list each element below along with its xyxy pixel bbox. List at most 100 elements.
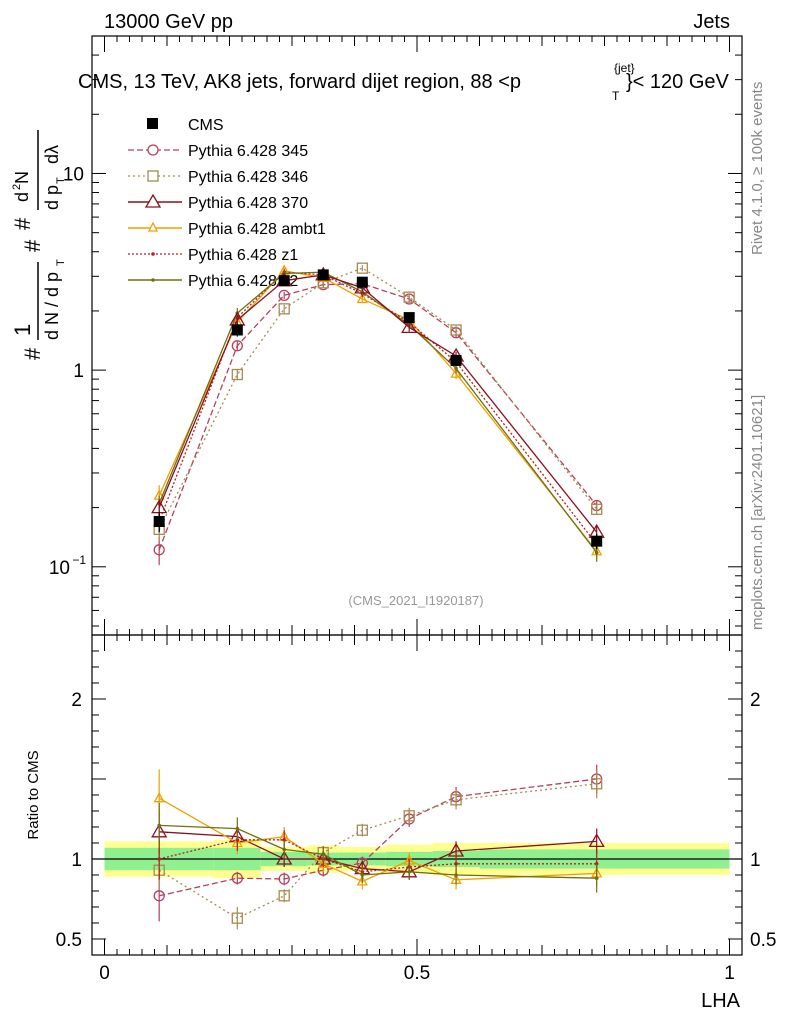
legend-label-345: Pythia 6.428 345: [188, 143, 308, 160]
legend-label-ambt1: Pythia 6.428 ambt1: [188, 221, 326, 238]
main-y-axis-label: # 1 d N / d p T # # d 2 N d p T dλ: [10, 130, 67, 360]
main-line-ambt1: [158, 270, 598, 552]
y-label-hash-3: #: [10, 217, 35, 230]
main-y-tick-label-2: 10: [63, 164, 84, 185]
legend-marker-z1: [151, 252, 155, 256]
x-axis-label: LHA: [701, 990, 741, 1012]
main-point-cms-0: [153, 515, 165, 527]
legend-marker-346: [147, 170, 159, 182]
y-label-t-sub-1: T: [55, 259, 67, 266]
main-point-cms-4: [356, 276, 368, 288]
ratio-line-z1: [159, 839, 597, 873]
main-y-tick-label-1: 1: [73, 361, 84, 382]
x-tick-label-0: 0: [99, 963, 110, 984]
ratio-point-z2-2: [282, 847, 286, 852]
y-label-t-sub-2: T: [55, 177, 67, 184]
legend: CMS Pythia 6.428 345 Pythia 6.428 346 Py…: [128, 117, 326, 290]
plot-title-subscript: T: [612, 89, 620, 103]
ratio-point-z2-6: [454, 873, 458, 877]
main-point-cms-7: [591, 535, 603, 547]
legend-entry-345: Pythia 6.428 345: [128, 143, 308, 160]
ratio-line-z2: [159, 824, 597, 879]
ratio-point-ambt1-3: [317, 857, 329, 868]
y-label-one: 1: [10, 324, 35, 336]
main-point-p346-6: [450, 324, 462, 336]
ratio-y-tick-label-left-2: 2: [71, 690, 82, 711]
main-panel-data: [151, 262, 605, 566]
ratio-point-z2-3: [321, 852, 326, 856]
y-label-hash-1: #: [20, 347, 45, 360]
ratio-y-tick-label-right-0: 0.5: [750, 930, 776, 951]
ratio-series-z2: [157, 803, 599, 893]
legend-entry-z1: Pythia 6.428 z1: [128, 247, 298, 264]
ratio-line-p345: [159, 778, 597, 897]
main-series-p370: [151, 266, 605, 540]
legend-entry-346: Pythia 6.428 346: [128, 169, 308, 186]
ratio-panel-data: [151, 764, 605, 930]
ratio-panel-frame: [91, 634, 743, 956]
main-point-z2-6: [454, 366, 458, 371]
main-point-cms-1: [231, 324, 243, 336]
main-y-tick-exponent-0: −1: [72, 553, 86, 567]
legend-marker-cms: [147, 118, 158, 129]
ratio-point-p345-2: [278, 873, 290, 885]
ratio-y-tick-label-left-1: 1: [71, 850, 82, 871]
ratio-point-z1-6: [454, 862, 458, 866]
main-point-p370-5: [401, 319, 418, 334]
main-point-p345-1: [231, 340, 243, 352]
ratio-point-p370-2: [276, 850, 293, 865]
main-point-p346-2: [278, 303, 290, 315]
main-point-p346-4: [356, 262, 368, 274]
y-label-d2n: d: [12, 192, 32, 202]
main-point-cms-6: [450, 354, 462, 366]
ratio-point-z1-0: [157, 857, 161, 861]
y-label-n: N: [12, 171, 32, 184]
ratio-point-p345-1: [231, 872, 243, 884]
main-point-z2-7: [594, 550, 599, 555]
ratio-y-axis-label: Ratio to CMS: [25, 750, 42, 839]
ratio-point-z2-5: [407, 870, 411, 874]
y-label-sup-2: 2: [11, 184, 23, 190]
ratio-y-tick-label-right-1: 1: [750, 850, 761, 871]
ratio-point-ambt1-4: [356, 875, 368, 886]
main-line-z2: [158, 271, 598, 554]
main-point-p346-1: [231, 368, 243, 381]
main-point-ambt1-4: [356, 292, 368, 304]
main-point-cms-3: [317, 269, 329, 281]
ratio-point-z2-0: [157, 823, 161, 828]
main-line-p370: [158, 274, 598, 533]
legend-entry-ambt1: Pythia 6.428 ambt1: [128, 221, 326, 238]
y-label-hash-2: #: [20, 239, 45, 252]
main-point-p345-2: [278, 289, 290, 302]
y-label-dlambda: dλ: [42, 145, 62, 164]
main-series-cms: [153, 269, 603, 550]
legend-marker-370: [144, 193, 162, 208]
main-series-ambt1: [153, 264, 603, 561]
rivet-version-label: Rivet 4.1.0, ≥ 100k events: [749, 82, 766, 255]
x-tick-label-2: 1: [724, 963, 735, 984]
main-series-p345: [153, 278, 603, 566]
ratio-point-p346-6: [450, 794, 462, 806]
legend-label-370: Pythia 6.428 370: [188, 195, 308, 212]
legend-label-z1: Pythia 6.428 z1: [188, 247, 298, 264]
legend-label-346: Pythia 6.428 346: [188, 169, 308, 186]
ratio-point-p346-5: [403, 810, 415, 822]
main-line-p345: [158, 283, 598, 551]
plot-title-superscript: {jet}: [614, 61, 635, 75]
main-line-p346: [158, 267, 598, 530]
mcplots-label: mcplots.cern.ch [arXiv:2401.10621]: [749, 395, 766, 630]
main-point-cms-5: [403, 312, 415, 324]
main-series-p346: [153, 262, 603, 542]
main-point-cms-2: [278, 275, 290, 287]
legend-entry-z2: Pythia 6.428 z2: [128, 273, 298, 290]
ratio-y-tick-label-left-0: 0.5: [56, 930, 82, 951]
y-label-dpt-dlambda: d p: [42, 185, 62, 210]
y-label-dn-dpt: d N / d p: [42, 272, 62, 340]
ratio-line-p346: [158, 783, 597, 919]
ratio-point-p346-1: [231, 912, 243, 924]
main-point-p345-0: [153, 544, 165, 556]
header-left-label: 13000 GeV pp: [104, 11, 233, 33]
ratio-point-z2-1: [235, 826, 240, 831]
plot-title-main: CMS, 13 TeV, AK8 jets, forward dijet reg…: [78, 71, 521, 93]
